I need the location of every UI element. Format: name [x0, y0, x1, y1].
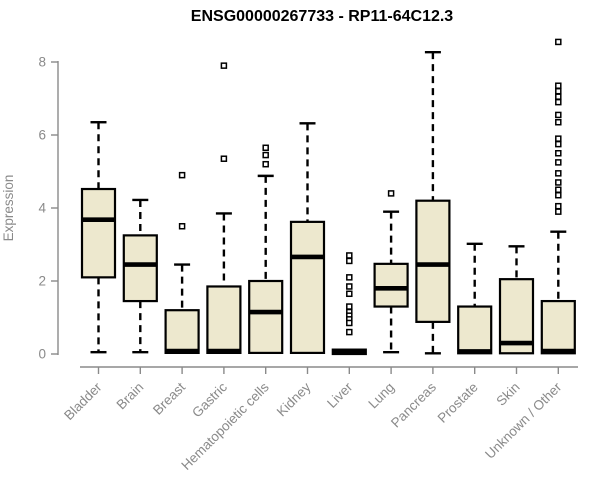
x-tick-label: Breast: [150, 379, 188, 417]
outlier-point: [262, 160, 269, 168]
outlier-point: [262, 144, 269, 152]
outlier-point: [555, 82, 562, 89]
outlier-point: [346, 328, 353, 336]
outlier-point: [346, 283, 353, 290]
outlier-point: [220, 155, 228, 162]
boxplot-bladder: [80, 121, 117, 354]
box: [289, 220, 326, 355]
outlier-point: [555, 135, 562, 142]
y-tick-label: 2: [38, 274, 46, 289]
outlier-point: [555, 140, 562, 148]
boxplot-hematopoietic-cells: [248, 144, 284, 355]
outlier-point: [555, 87, 562, 95]
outlier-point: [178, 171, 186, 179]
y-tick-label: 6: [38, 128, 46, 143]
outlier-point: [555, 208, 562, 215]
outlier-point: [555, 93, 562, 100]
box: [206, 285, 242, 355]
boxplot-brain: [122, 198, 158, 354]
box: [122, 234, 158, 303]
outlier-point: [555, 98, 562, 106]
box: [540, 299, 576, 355]
outlier-point: [346, 303, 353, 310]
x-tick-label: Skin: [493, 380, 522, 409]
box: [80, 187, 117, 279]
boxplot-skin: [498, 245, 535, 355]
x-tick-label: Lung: [365, 380, 397, 412]
boxplot-gastric: [206, 62, 242, 355]
x-tick-label: Bladder: [61, 379, 105, 423]
x-tick-label: Prostate: [435, 380, 481, 426]
boxplot-breast: [164, 171, 200, 355]
box: [373, 262, 409, 308]
y-tick-label: 0: [38, 347, 46, 362]
outlier-point: [346, 274, 353, 281]
x-tick-label: Gastric: [189, 379, 230, 420]
outlier-point: [346, 319, 353, 327]
outlier-point: [555, 118, 562, 126]
boxplot-lung: [373, 190, 409, 354]
outlier-point: [555, 170, 562, 177]
chart-title: ENSG00000267733 - RP11-64C12.3: [191, 8, 454, 25]
y-tick-label: 8: [38, 55, 46, 70]
box: [457, 305, 493, 355]
boxplot-liver: [331, 252, 367, 356]
x-tick-label: Kidney: [274, 379, 314, 419]
outlier-point: [387, 190, 395, 197]
boxplot-pancreas: [415, 50, 451, 355]
outlier-point: [555, 150, 562, 157]
boxplot-prostate: [457, 242, 493, 355]
outlier-point: [346, 257, 353, 265]
outlier-point: [262, 151, 269, 159]
boxplots: [80, 38, 576, 356]
boxplot-kidney: [289, 122, 326, 355]
outlier-point: [555, 191, 562, 199]
x-tick-label: Brain: [114, 380, 147, 413]
outlier-point: [555, 38, 562, 46]
box: [248, 279, 284, 355]
outlier-point: [555, 111, 562, 119]
outlier-point: [555, 202, 562, 210]
x-tick-label: Liver: [324, 379, 356, 411]
outlier-point: [555, 186, 562, 193]
x-tick-label: Unknown / Other: [482, 379, 565, 462]
outlier-point: [555, 159, 562, 166]
box: [415, 199, 451, 323]
boxplot-unknown-other: [540, 38, 576, 355]
box: [164, 309, 200, 355]
outlier-point: [555, 179, 562, 186]
y-tick-label: 4: [38, 201, 46, 216]
outlier-point: [346, 290, 353, 298]
outlier-point: [220, 62, 228, 69]
outlier-point: [178, 223, 186, 230]
y-axis-label: Expression: [1, 175, 16, 242]
x-tick-label: Pancreas: [388, 379, 439, 430]
outlier-point: [346, 252, 353, 259]
